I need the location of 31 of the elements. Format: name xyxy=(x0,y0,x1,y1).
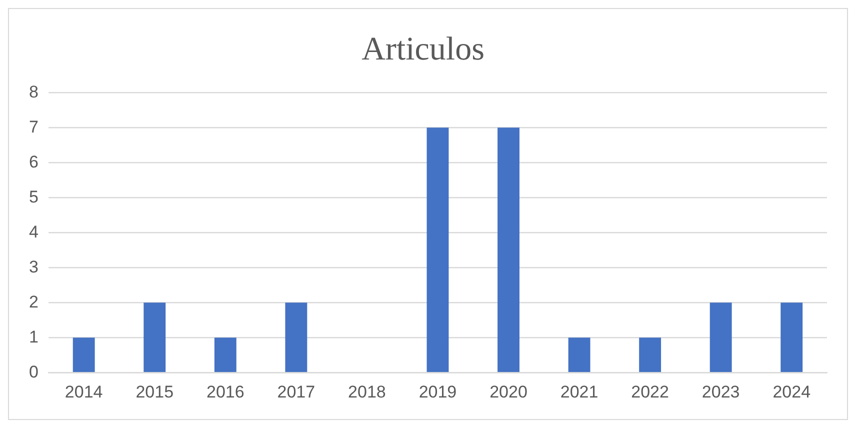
y-tick-label: 4 xyxy=(28,222,38,242)
x-tick-label: 2023 xyxy=(702,382,740,402)
bar xyxy=(285,302,308,372)
x-tick-label: 2022 xyxy=(631,382,669,402)
bar xyxy=(144,302,166,372)
bar xyxy=(426,128,449,372)
x-tick-label: 2018 xyxy=(348,382,386,402)
y-tick-label: 1 xyxy=(28,327,38,346)
x-tick-label: 2024 xyxy=(772,382,811,402)
x-tick-label: 2015 xyxy=(136,382,174,402)
x-tick-label: 2017 xyxy=(277,382,316,402)
chart-title: Articulos xyxy=(362,31,484,68)
bar xyxy=(639,338,662,372)
y-tick-label: 8 xyxy=(28,82,38,102)
x-tick-label: 2020 xyxy=(490,382,528,402)
x-tick-label: 2021 xyxy=(560,382,598,402)
y-tick-label: 5 xyxy=(28,187,38,206)
y-tick-label: 6 xyxy=(28,152,38,172)
bar xyxy=(710,302,732,372)
y-tick-label: 2 xyxy=(28,292,38,312)
bar xyxy=(214,338,236,372)
x-tick-label: 2019 xyxy=(418,382,457,402)
bar xyxy=(72,338,95,372)
y-tick-label: 0 xyxy=(28,362,38,382)
y-tick-label: 3 xyxy=(28,257,38,276)
bar xyxy=(568,338,590,372)
x-tick-label: 2016 xyxy=(206,382,244,402)
x-tick-label: 2014 xyxy=(64,382,103,402)
bar xyxy=(498,128,520,372)
bar xyxy=(780,302,803,372)
y-tick-label: 7 xyxy=(28,117,38,136)
